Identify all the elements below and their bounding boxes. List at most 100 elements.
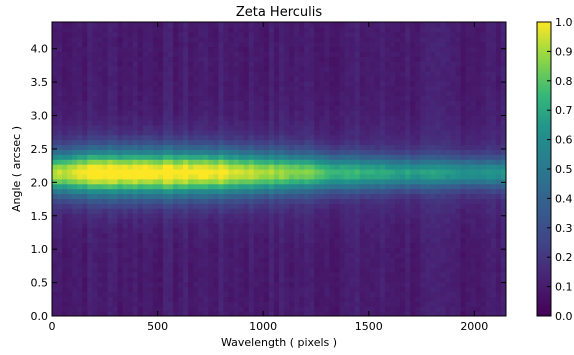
heatmap-cell xyxy=(122,22,129,28)
heatmap-cell xyxy=(112,193,119,199)
heatmap-cell xyxy=(188,164,194,170)
heatmap-cell xyxy=(314,110,320,116)
heatmap-cell xyxy=(102,120,109,126)
heatmap-cell xyxy=(203,262,209,268)
heatmap-cell xyxy=(304,296,310,302)
heatmap-cell xyxy=(193,296,199,302)
heatmap-cell xyxy=(218,110,225,116)
heatmap-cell xyxy=(248,218,255,224)
heatmap-cell xyxy=(445,218,452,224)
heatmap-cell xyxy=(112,124,119,131)
heatmap-cell xyxy=(97,31,104,38)
heatmap-cell xyxy=(344,56,351,62)
heatmap-cell xyxy=(82,149,88,155)
heatmap-cell xyxy=(359,213,366,219)
heatmap-cell xyxy=(162,154,169,160)
heatmap-cell xyxy=(440,95,447,101)
heatmap-cell xyxy=(117,105,124,111)
heatmap-cell xyxy=(465,232,472,239)
heatmap-cell xyxy=(430,306,436,312)
heatmap-cell xyxy=(87,115,93,121)
heatmap-cell xyxy=(430,164,436,170)
heatmap-cell xyxy=(137,105,144,111)
heatmap-cell xyxy=(273,218,280,224)
heatmap-cell xyxy=(294,134,300,141)
heatmap-cell xyxy=(87,46,93,52)
heatmap-cell xyxy=(369,262,376,268)
heatmap-cell xyxy=(389,232,396,239)
heatmap-cell xyxy=(359,75,366,82)
heatmap-cell xyxy=(349,198,356,204)
heatmap-cell xyxy=(455,95,462,101)
heatmap-cell xyxy=(228,227,235,234)
heatmap-cell xyxy=(369,154,376,160)
heatmap-cell xyxy=(304,237,310,244)
heatmap-cell xyxy=(324,208,331,214)
heatmap-cell xyxy=(213,105,220,111)
heatmap-cell xyxy=(364,134,371,141)
heatmap-cell xyxy=(52,252,58,258)
heatmap-cell xyxy=(228,36,235,43)
heatmap-cell xyxy=(445,252,452,258)
heatmap-cell xyxy=(465,129,472,136)
heatmap-cell xyxy=(344,36,351,43)
heatmap-cell xyxy=(193,80,199,87)
heatmap-cell xyxy=(218,51,225,57)
heatmap-cell xyxy=(379,144,386,150)
heatmap-cell xyxy=(203,173,209,180)
heatmap-cell xyxy=(284,213,290,219)
heatmap-cell xyxy=(329,237,336,244)
heatmap-cell xyxy=(228,242,235,248)
heatmap-cell xyxy=(188,105,194,111)
heatmap-cell xyxy=(213,110,220,116)
heatmap-cell xyxy=(319,188,325,195)
heatmap-cell xyxy=(314,159,320,165)
heatmap-cell xyxy=(309,281,315,288)
heatmap-cell xyxy=(354,144,361,150)
heatmap-cell xyxy=(223,41,230,48)
heatmap-cell xyxy=(304,75,310,82)
heatmap-cell xyxy=(168,247,174,253)
heatmap-cell xyxy=(460,247,467,253)
heatmap-cell xyxy=(57,134,63,141)
heatmap-cell xyxy=(122,134,129,141)
heatmap-cell xyxy=(248,286,255,293)
heatmap-cell xyxy=(117,193,124,199)
heatmap-cell xyxy=(395,213,401,219)
heatmap-cell xyxy=(228,169,235,175)
heatmap-cell xyxy=(309,90,315,97)
heatmap-cell xyxy=(349,51,356,57)
heatmap-cell xyxy=(369,90,376,97)
heatmap-cell xyxy=(238,227,245,234)
heatmap-cell xyxy=(198,61,204,67)
heatmap-cell xyxy=(430,95,436,101)
heatmap-cell xyxy=(465,159,472,165)
heatmap-cell xyxy=(193,242,199,248)
heatmap-cell xyxy=(410,213,416,219)
heatmap-cell xyxy=(309,188,315,195)
heatmap-cell xyxy=(324,267,331,273)
heatmap-cell xyxy=(349,232,356,239)
heatmap-cell xyxy=(273,80,280,87)
heatmap-cell xyxy=(369,51,376,57)
heatmap-cell xyxy=(299,222,305,229)
heatmap-cell xyxy=(92,100,98,106)
heatmap-cell xyxy=(168,36,174,43)
heatmap-cell xyxy=(198,188,204,195)
heatmap-cell xyxy=(314,105,320,111)
heatmap-cell xyxy=(460,286,467,293)
heatmap-cell xyxy=(107,271,114,278)
heatmap-cell xyxy=(117,164,124,170)
heatmap-cell xyxy=(57,80,63,87)
heatmap-cell xyxy=(299,139,305,146)
heatmap-cell xyxy=(102,301,109,307)
heatmap-cell xyxy=(218,306,225,312)
heatmap-cell xyxy=(218,169,225,175)
heatmap-cell xyxy=(72,85,78,92)
heatmap-cell xyxy=(178,262,184,268)
heatmap-cell xyxy=(238,213,245,219)
heatmap-cell xyxy=(183,56,189,62)
heatmap-cell xyxy=(339,80,346,87)
heatmap-cell xyxy=(82,129,88,136)
heatmap-cell xyxy=(238,242,245,248)
